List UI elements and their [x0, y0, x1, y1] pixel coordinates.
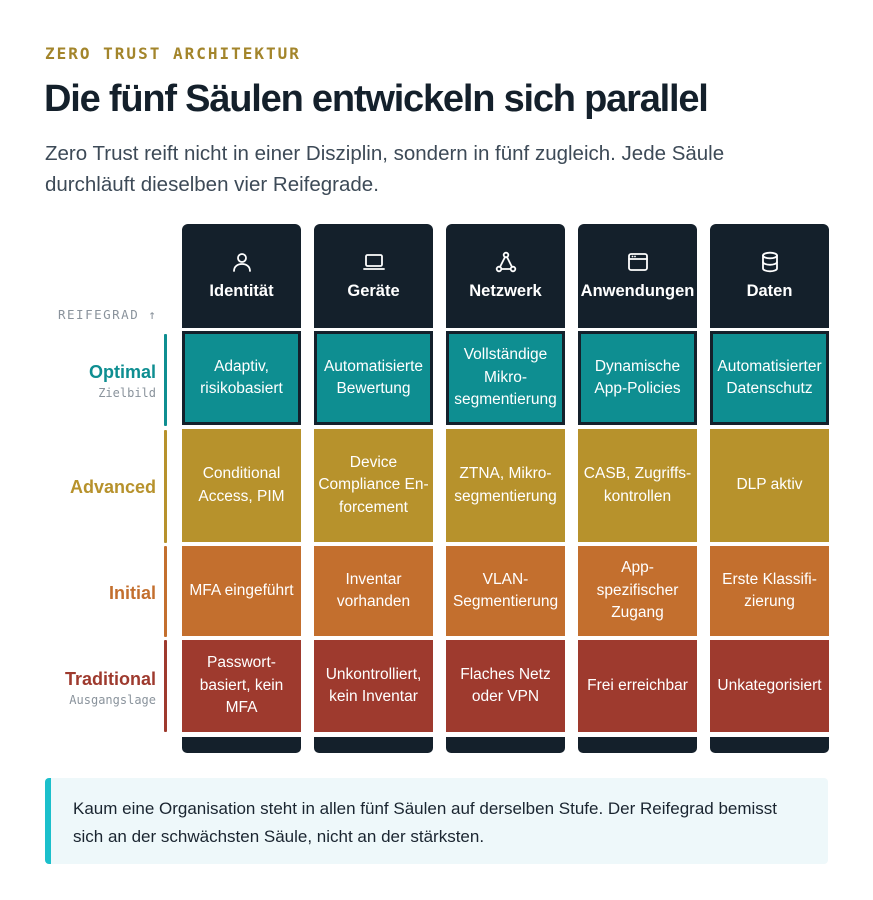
maturity-cell-traditional: Frei erreichbar — [578, 640, 697, 732]
pillar-column: Identität Adaptiv, risikobasiert Condition… — [182, 224, 301, 753]
note-text: Kaum eine Organisation steht in allen fü… — [73, 799, 778, 846]
pillar-footer — [446, 737, 565, 753]
network-icon — [494, 250, 518, 274]
maturity-cell-initial: App-spezifischer Zugang — [578, 546, 697, 636]
maturity-cell-optimal: Dynamische App-Policies — [578, 331, 697, 425]
user-icon — [230, 250, 254, 274]
level-subtitle: Ausgangslage — [69, 693, 156, 707]
maturity-cell-advanced: ZTNA, Mikro­segmentierung — [446, 429, 565, 542]
pillar-footer — [182, 737, 301, 753]
pillar-label: Anwen­dungen — [580, 282, 695, 300]
pillar-label: Geräte — [347, 282, 400, 300]
level-name: Traditional — [64, 669, 156, 689]
pillar-label: Netzwerk — [469, 282, 542, 300]
pillar-column: Geräte Automati­sierte Bewertung Device Co… — [314, 224, 433, 753]
level-indicator-bar — [164, 640, 167, 732]
maturity-cell-traditional: Flaches Netz oder VPN — [446, 640, 565, 732]
maturity-cell-optimal: Automati­sierte Bewertung — [314, 331, 433, 425]
level-indicator-bar — [164, 430, 167, 543]
maturity-cell-optimal: Vollständige Mikro­segmentierung — [446, 331, 565, 425]
pillar-label: Identität — [209, 282, 274, 300]
maturity-cell-initial: Inventar vorhanden — [314, 546, 433, 636]
page-title: Die fünf Säulen entwickeln sich parallel — [44, 78, 709, 120]
pillar-column: Anwen­dungen Dynamische App-Policies CASB,… — [578, 224, 697, 753]
maturity-cell-traditional: Un­kategorisiert — [710, 640, 829, 732]
pillar-header: Anwen­dungen — [578, 224, 697, 328]
database-icon — [758, 250, 782, 274]
page-subtitle: Zero Trust reift nicht in einer Diszipli… — [45, 142, 725, 196]
maturity-cell-advanced: Device Compliance En­forcement — [314, 429, 433, 542]
maturity-cell-advanced: DLP aktiv — [710, 429, 829, 542]
level-label-traditional: Traditional Ausgangslage — [65, 669, 156, 707]
maturity-cell-initial: MFA eingeführt — [182, 546, 301, 636]
pillar-column: Daten Automati­sierter Datenschutz DLP akt… — [710, 224, 829, 753]
level-indicator-bar — [164, 546, 167, 637]
pillar-label: Daten — [746, 282, 793, 300]
maturity-cell-traditional: Unkon­trolliert, kein Inventar — [314, 640, 433, 732]
maturity-cell-traditional: Passwort­basiert, kein MFA — [182, 640, 301, 732]
pillar-footer — [710, 737, 829, 753]
maturity-cell-initial: Erste Klassifi­zierung — [710, 546, 829, 636]
pillar-column: Netzwerk Vollständige Mikro­segmentierung… — [446, 224, 565, 753]
level-indicator-bar — [164, 334, 167, 426]
pillar-header: Daten — [710, 224, 829, 328]
level-name: Optimal — [88, 362, 156, 382]
eyebrow-label: ZERO TRUST ARCHITEKTUR — [45, 44, 301, 63]
pillar-header: Netzwerk — [446, 224, 565, 328]
maturity-cell-optimal: Adaptiv, risikobasiert — [182, 331, 301, 425]
maturity-cell-advanced: CASB, Zugriffs­kontrollen — [578, 429, 697, 542]
pillar-footer — [578, 737, 697, 753]
level-label-advanced: Advanced — [70, 477, 156, 498]
axis-label: REIFEGRAD ↑ — [58, 307, 158, 322]
pillar-header: Identität — [182, 224, 301, 328]
pillar-header: Geräte — [314, 224, 433, 328]
pillar-footer — [314, 737, 433, 753]
laptop-icon — [362, 250, 386, 274]
app-window-icon — [626, 250, 650, 274]
level-name: Initial — [108, 582, 156, 603]
level-subtitle: Zielbild — [98, 386, 156, 400]
note-box: Kaum eine Organisation steht in allen fü… — [45, 778, 828, 864]
maturity-cell-optimal: Automati­sierter Datenschutz — [710, 331, 829, 425]
maturity-cell-advanced: Conditional Access, PIM — [182, 429, 301, 542]
level-label-initial: Initial — [109, 583, 156, 604]
level-label-optimal: Optimal Zielbild — [89, 362, 156, 400]
level-name: Advanced — [69, 476, 156, 497]
maturity-cell-initial: VLAN-Segmentierung — [446, 546, 565, 636]
